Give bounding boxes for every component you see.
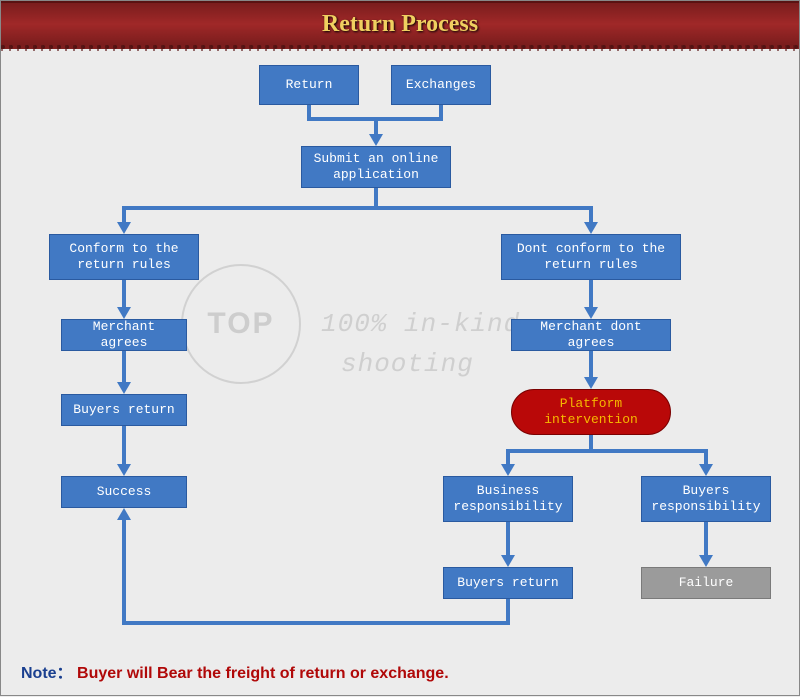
flowchart-canvas: TOP 100% in-kind shooting Return Exchang… [1,49,800,697]
arrow-head [699,555,713,567]
node-label: Conform to the return rules [56,241,192,274]
edge [122,351,126,382]
edge [374,121,378,134]
note-line: Note： Buyer will Bear the freight of ret… [21,659,449,683]
edge [122,621,510,625]
edge [589,280,593,307]
edge [439,105,443,117]
edge [307,105,311,117]
edge [122,206,126,222]
page-title: Return Process [322,11,478,38]
node-label: Exchanges [406,77,476,93]
node-label: Platform intervention [518,396,664,429]
node-buyers-return1: Buyers return [61,394,187,426]
arrow-head [501,464,515,476]
note-label: Note： [21,665,73,682]
node-label: Buyers return [457,575,558,591]
node-label: Success [97,484,152,500]
edge [506,522,510,555]
node-label: Merchant agrees [68,319,180,352]
node-submit: Submit an online application [301,146,451,188]
edge [589,206,593,222]
node-buyers-return2: Buyers return [443,567,573,599]
edge [122,520,126,625]
arrow-head [584,307,598,319]
arrow-head [369,134,383,146]
watermark-circle-text: TOP [207,307,274,341]
edge [506,599,510,621]
node-dont-conform: Dont conform to the return rules [501,234,681,280]
node-label: Return [286,77,333,93]
node-label: Buyers return [73,402,174,418]
arrow-head [117,307,131,319]
node-conform: Conform to the return rules [49,234,199,280]
node-label: Buyers responsibility [648,483,764,516]
node-platform: Platform intervention [511,389,671,435]
node-failure: Failure [641,567,771,599]
node-return: Return [259,65,359,105]
node-label: Failure [679,575,734,591]
edge [589,351,593,377]
node-business-resp: Business responsibility [443,476,573,522]
arrow-head [117,464,131,476]
edge [589,435,593,449]
edge [122,206,593,210]
node-label: Business responsibility [450,483,566,516]
watermark-line1: 100% in-kind [321,309,520,339]
node-merchant-dont: Merchant dont agrees [511,319,671,351]
arrow-head [501,555,515,567]
edge [704,449,708,464]
edge [122,280,126,307]
node-exchanges: Exchanges [391,65,491,105]
arrow-head [117,508,131,520]
watermark-line2: shooting [341,349,474,379]
edge [704,522,708,555]
node-label: Merchant dont agrees [518,319,664,352]
arrow-head [699,464,713,476]
edge [506,449,708,453]
node-success: Success [61,476,187,508]
node-buyers-resp: Buyers responsibility [641,476,771,522]
node-label: Dont conform to the return rules [508,241,674,274]
watermark-circle: TOP [181,264,301,384]
arrow-head [584,222,598,234]
edge [122,426,126,464]
edge [374,188,378,206]
arrow-head [117,382,131,394]
arrow-head [584,377,598,389]
edge [506,449,510,464]
node-merchant-agrees: Merchant agrees [61,319,187,351]
note-text: Buyer will Bear the freight of return or… [77,665,449,682]
node-label: Submit an online application [308,151,444,184]
header-banner: Return Process [1,1,799,49]
arrow-head [117,222,131,234]
